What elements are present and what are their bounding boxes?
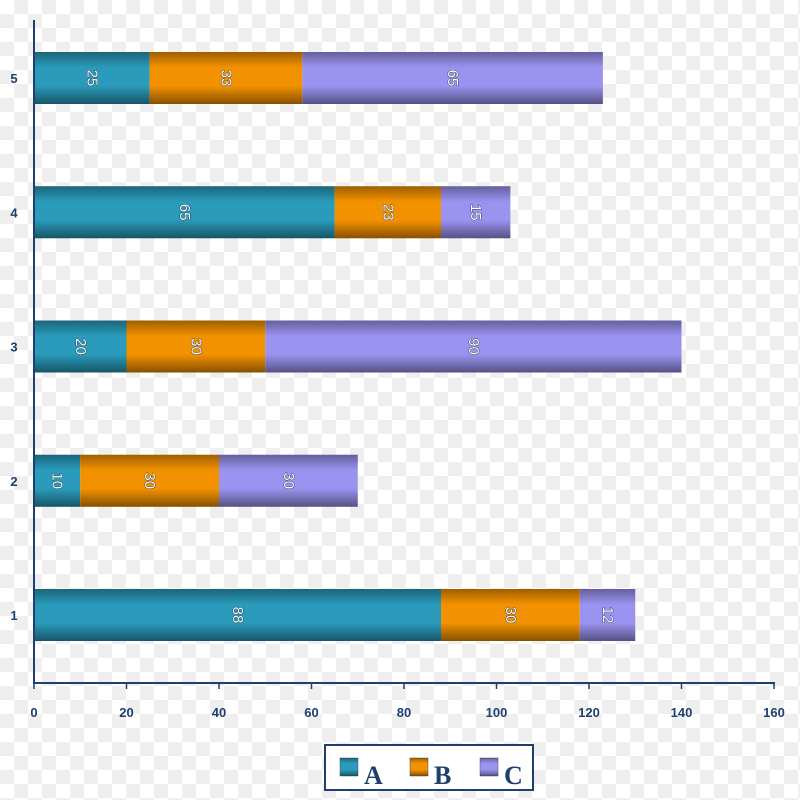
legend-swatch-shading (480, 758, 498, 776)
bar-shading (441, 589, 580, 641)
data-label: 30 (280, 472, 297, 489)
legend-label-A: A (364, 761, 383, 790)
data-label: 30 (502, 607, 519, 624)
data-label: 33 (217, 70, 234, 87)
bar-shading (34, 454, 81, 507)
x-tick-label: 160 (763, 705, 785, 720)
bar-shading (34, 52, 150, 104)
x-tick-label: 20 (119, 705, 133, 720)
legend-swatch-shading (340, 758, 358, 776)
legend-label-B: B (434, 761, 451, 790)
bar-shading (34, 320, 127, 373)
data-label: 23 (379, 204, 396, 221)
bar-shading (334, 186, 441, 239)
y-tick-label: 3 (10, 340, 17, 355)
bar-shading (219, 454, 358, 507)
legend-label-C: C (504, 761, 523, 790)
data-label: 65 (176, 204, 193, 221)
y-tick-label: 1 (10, 608, 17, 623)
x-tick-label: 140 (671, 705, 693, 720)
y-tick-label: 5 (10, 71, 17, 86)
x-tick-label: 100 (486, 705, 508, 720)
data-label: 15 (467, 204, 484, 221)
x-tick-label: 60 (304, 705, 318, 720)
bar-shading (34, 186, 335, 239)
bar-shading (149, 52, 303, 104)
y-tick-label: 2 (10, 474, 17, 489)
bar-shading (34, 589, 441, 641)
legend: A B C (324, 744, 534, 791)
bar-shading (302, 52, 603, 104)
data-label: 12 (599, 607, 616, 624)
data-label: 25 (83, 70, 100, 87)
data-label: 65 (444, 70, 461, 87)
data-label: 88 (229, 607, 246, 624)
data-label: 30 (187, 338, 204, 355)
x-tick-label: 0 (30, 705, 37, 720)
data-label: 30 (141, 472, 158, 489)
bar-shading (579, 589, 636, 641)
bar-shading (80, 454, 219, 507)
data-label: 20 (72, 338, 89, 355)
bar-shading (126, 320, 266, 373)
legend-swatch-shading (410, 758, 428, 776)
x-tick-label: 40 (212, 705, 226, 720)
bar-shading (265, 320, 682, 373)
data-label: 90 (465, 338, 482, 355)
x-tick-label: 120 (578, 705, 600, 720)
bar-shading (441, 186, 511, 239)
y-tick-label: 4 (10, 205, 18, 220)
x-tick-label: 80 (397, 705, 411, 720)
data-label: 10 (49, 472, 66, 489)
